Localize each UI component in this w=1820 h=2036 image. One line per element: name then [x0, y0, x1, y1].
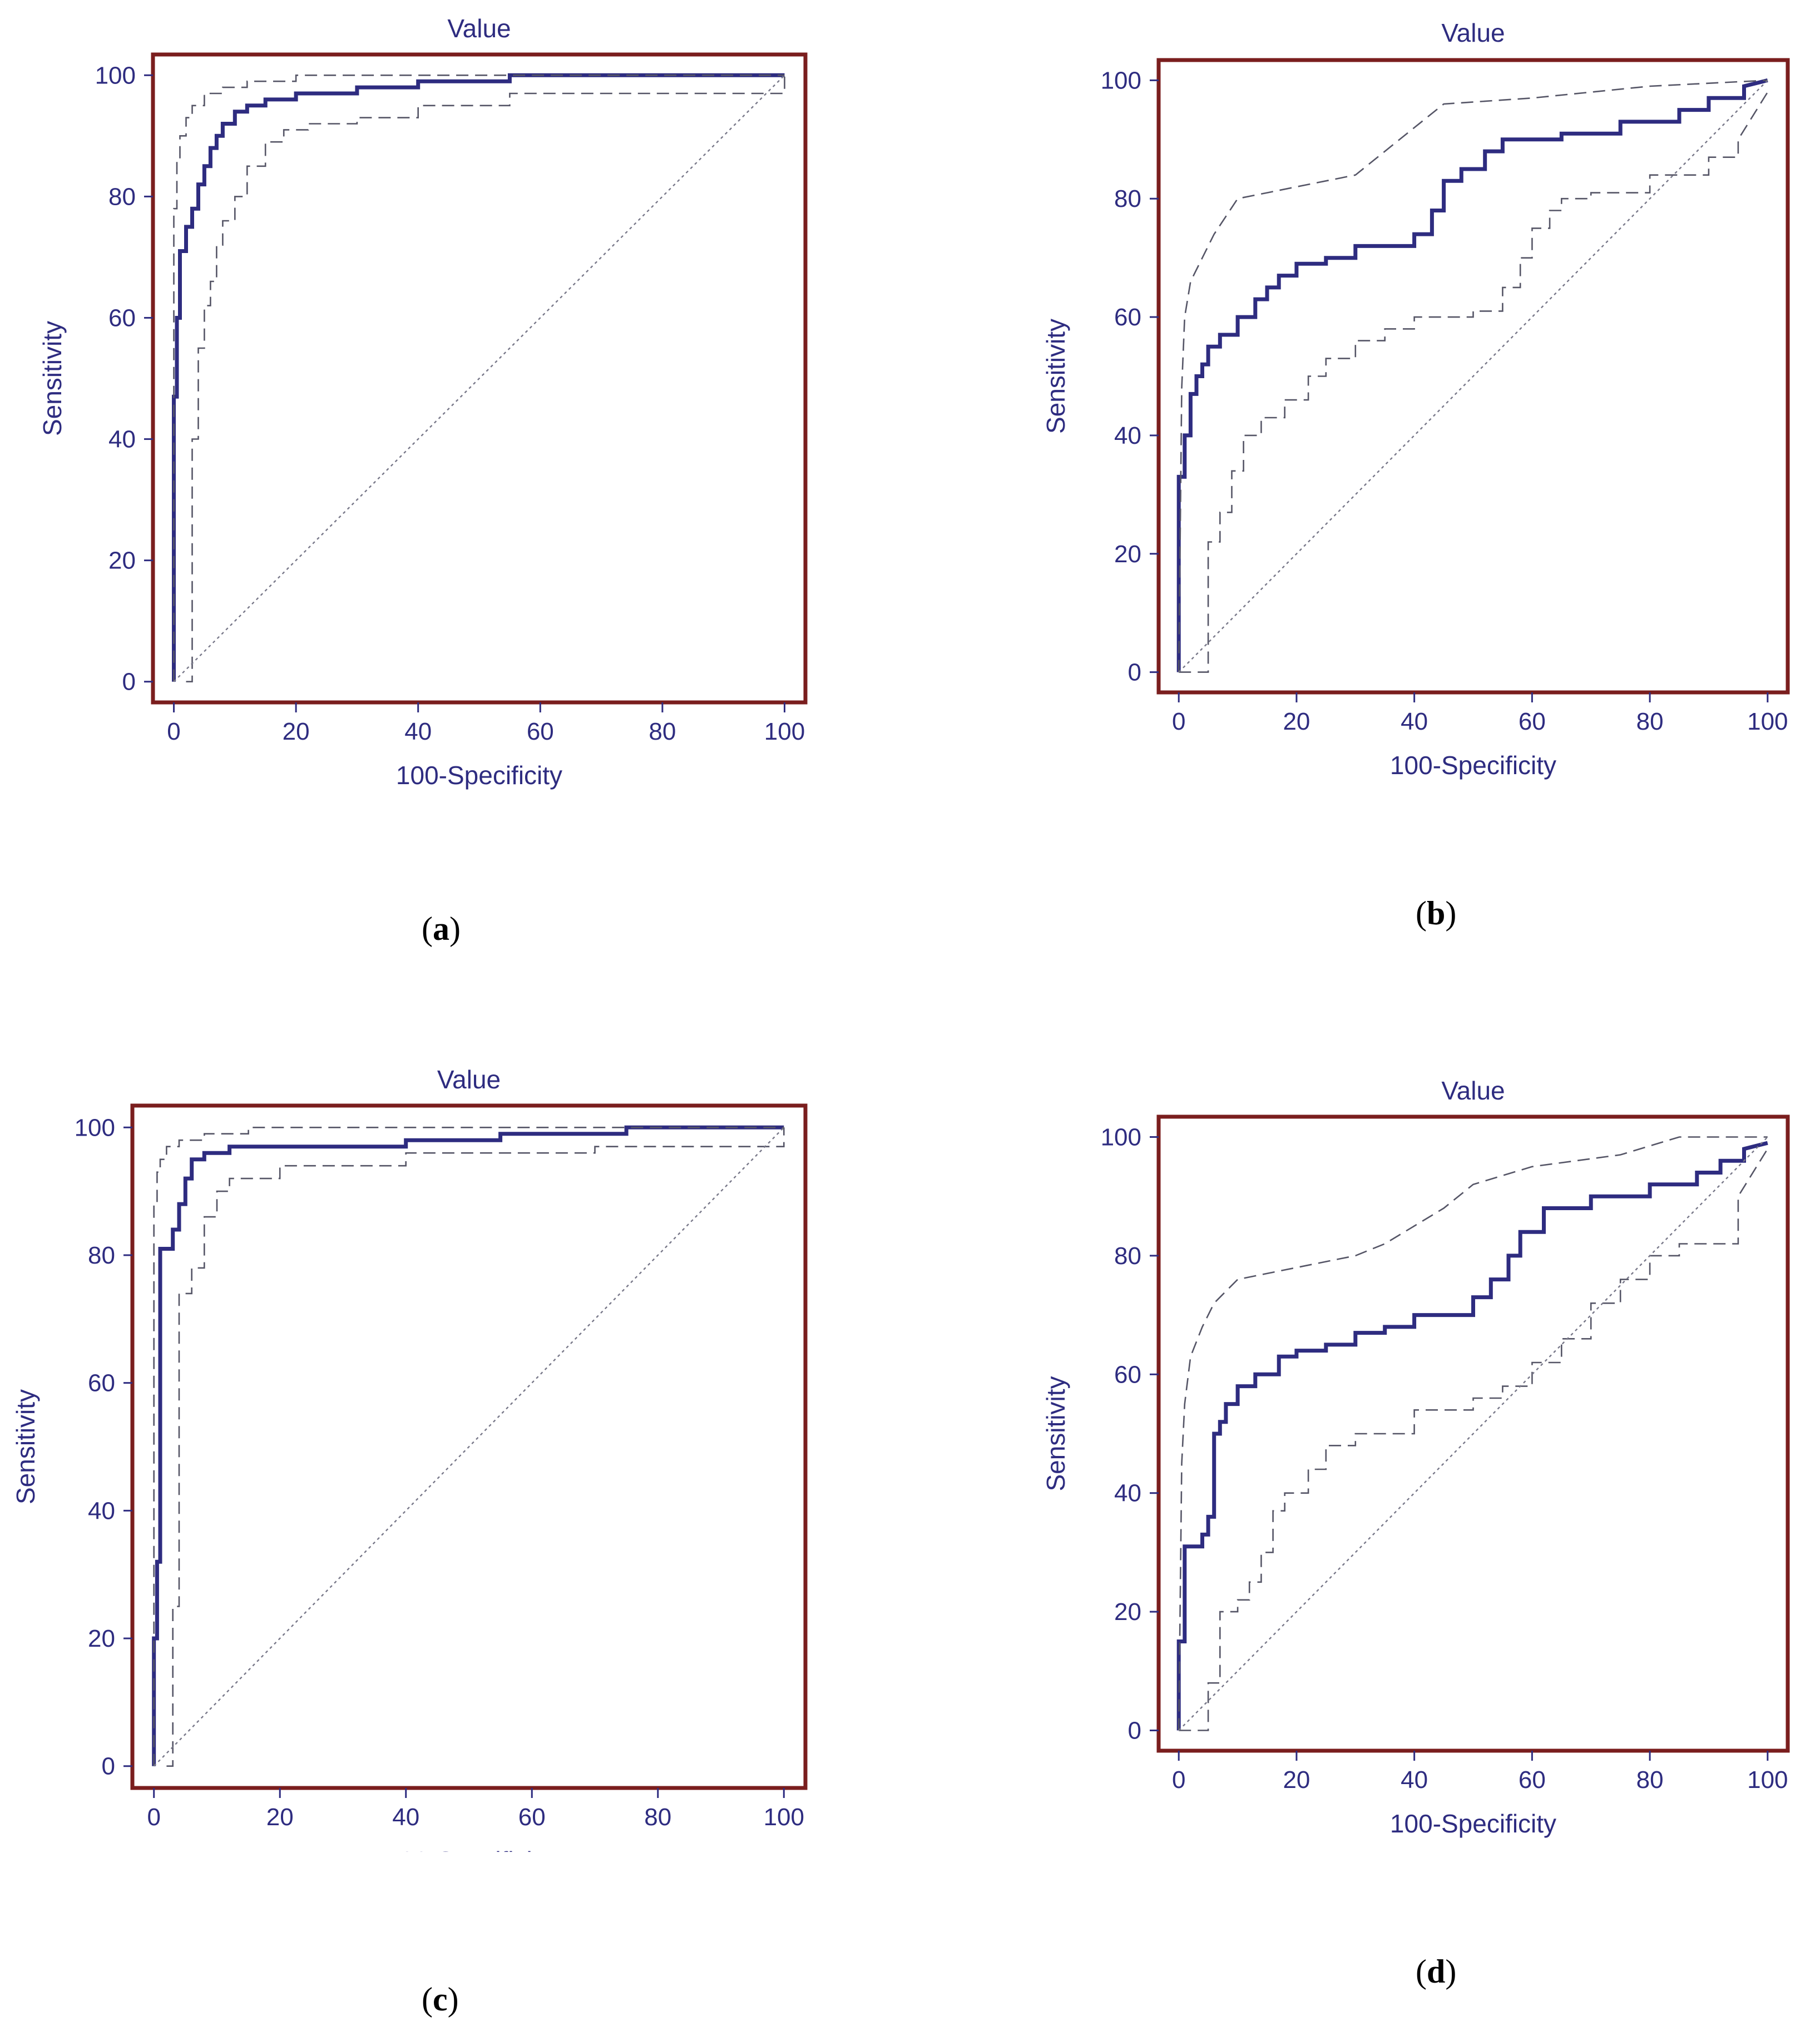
y-tick-label: 20	[1114, 541, 1141, 568]
reference-diagonal-line	[1178, 80, 1768, 673]
chart-title-text: Value	[437, 1065, 501, 1094]
reference-diagonal-line	[173, 75, 785, 682]
x-tick-label: 80	[649, 718, 676, 745]
reference-diagonal-line	[1178, 1136, 1768, 1731]
y-tick-label: 0	[1128, 1717, 1141, 1745]
y-tick-label: 80	[108, 183, 136, 210]
y-tick-label: 60	[108, 304, 136, 331]
panel-caption-letter: c	[432, 1981, 448, 2018]
x-axis-label: 100-Specificity	[1390, 751, 1556, 780]
y-axis-label: Sensitivity	[38, 321, 67, 436]
x-tick-label: 0	[1172, 708, 1185, 735]
x-tick-label: 40	[1401, 1766, 1428, 1794]
lower-ci-line	[166, 1127, 785, 1767]
upper-ci-line	[153, 1127, 784, 1766]
roc-curve-line	[1176, 1141, 1768, 1731]
roc-chart-c: Value 0 20 40 60 80 100 0 20 40 60 80 100 100-Specif…	[11, 1065, 808, 1852]
roc-chart-b: Value 0 20 40 60 80 100 0 20 40 60 80 100 100-Specif…	[1041, 18, 1790, 780]
x-tick-label: 20	[1283, 1766, 1310, 1794]
x-tick-label: 0	[1172, 1766, 1185, 1794]
plot-frame	[151, 52, 808, 705]
y-tick-label: 60	[1114, 1361, 1141, 1388]
panel-caption-b: (b)	[1416, 895, 1457, 932]
y-tick-label: 20	[1114, 1598, 1141, 1626]
y-axis-label: Sensitivity	[1041, 1376, 1070, 1491]
chart-title: Value	[1441, 1076, 1505, 1105]
roc-chart-d: Value 0 20 40 60 80 100 0 20 40 60 80 100 100-Specif…	[1041, 1076, 1790, 1838]
x-tick-label: 0	[147, 1804, 160, 1831]
y-tick-label: 0	[102, 1753, 115, 1780]
y-tick-label: 100	[75, 1114, 115, 1141]
panel-caption-a: (a)	[422, 910, 461, 947]
y-tick-label: 40	[1114, 422, 1141, 449]
y-tick-label: 80	[88, 1242, 115, 1269]
x-tick-label: 60	[527, 718, 554, 745]
lower-ci-line	[1179, 1148, 1768, 1731]
panel-caption-c: (c)	[422, 1981, 459, 2018]
x-tick-label: 60	[1519, 1766, 1546, 1794]
upper-ci-line	[1178, 1136, 1768, 1731]
y-tick-label: 100	[95, 62, 136, 89]
chart-title-text: Value	[1441, 18, 1505, 47]
y-tick-label: 60	[88, 1370, 115, 1397]
chart-title: Value	[437, 1065, 501, 1094]
y-tick-label: 40	[108, 426, 136, 453]
y-tick-label: 20	[108, 547, 136, 574]
y-tick-label: 20	[88, 1625, 115, 1652]
plot-frame	[1156, 58, 1790, 695]
panel-caption-letter: b	[1426, 895, 1446, 932]
x-tick-label: 80	[1636, 708, 1664, 735]
x-tick-label: 20	[266, 1804, 294, 1831]
roc-curve-line	[1176, 78, 1768, 672]
reference-diagonal-line	[153, 1127, 785, 1767]
x-tick-label: 100	[1747, 708, 1788, 735]
chart-title: Value	[447, 14, 511, 43]
roc-chart-a: Value 0 20 40 60 80 100 0 20 40 60 80 100 100-Specif…	[38, 14, 808, 790]
x-tick-label: 100	[1747, 1766, 1788, 1794]
y-tick-label: 60	[1114, 304, 1141, 331]
x-tick-label: 100	[764, 718, 805, 745]
upper-ci-line	[1178, 80, 1768, 672]
y-axis-label: Sensitivity	[11, 1389, 40, 1504]
x-tick-label: 0	[167, 718, 180, 745]
y-tick-label: 40	[1114, 1480, 1141, 1507]
y-tick-label: 0	[1128, 659, 1141, 686]
chart-title-text: Value	[1441, 1076, 1505, 1105]
y-tick-label: 80	[1114, 1242, 1141, 1270]
roc-curve-line	[152, 1125, 784, 1766]
plot-frame	[1156, 1114, 1790, 1753]
x-axis-label: 100-Specificity	[1390, 1809, 1556, 1838]
lower-ci-line	[1179, 92, 1768, 673]
panel-caption-letter: a	[432, 910, 449, 947]
x-axis-label: 100-Specificity	[385, 1846, 552, 1852]
x-tick-label: 80	[1636, 1766, 1664, 1794]
upper-ci-line	[173, 75, 785, 682]
lower-ci-line	[186, 75, 785, 682]
x-tick-label: 60	[1519, 708, 1546, 735]
x-tick-label: 40	[404, 718, 432, 745]
y-tick-label: 80	[1114, 185, 1141, 212]
y-tick-label: 40	[88, 1497, 115, 1524]
x-tick-label: 40	[1401, 708, 1428, 735]
panel-caption-letter: d	[1426, 1953, 1446, 1990]
y-tick-label: 100	[1101, 67, 1141, 94]
y-axis-label: Sensitivity	[1041, 319, 1070, 434]
chart-title: Value	[1441, 18, 1505, 47]
x-tick-label: 40	[392, 1804, 419, 1831]
x-tick-label: 20	[283, 718, 310, 745]
x-tick-label: 80	[644, 1804, 671, 1831]
x-tick-label: 100	[764, 1804, 804, 1831]
plot-frame	[130, 1103, 808, 1790]
y-tick-label: 100	[1101, 1123, 1141, 1151]
roc-curve-line	[172, 73, 785, 682]
y-tick-label: 0	[122, 668, 136, 696]
chart-title-text: Value	[447, 14, 511, 43]
x-tick-label: 20	[1283, 708, 1310, 735]
x-axis-label: 100-Specificity	[396, 761, 562, 790]
x-tick-label: 60	[518, 1804, 546, 1831]
panel-caption-d: (d)	[1416, 1953, 1457, 1990]
